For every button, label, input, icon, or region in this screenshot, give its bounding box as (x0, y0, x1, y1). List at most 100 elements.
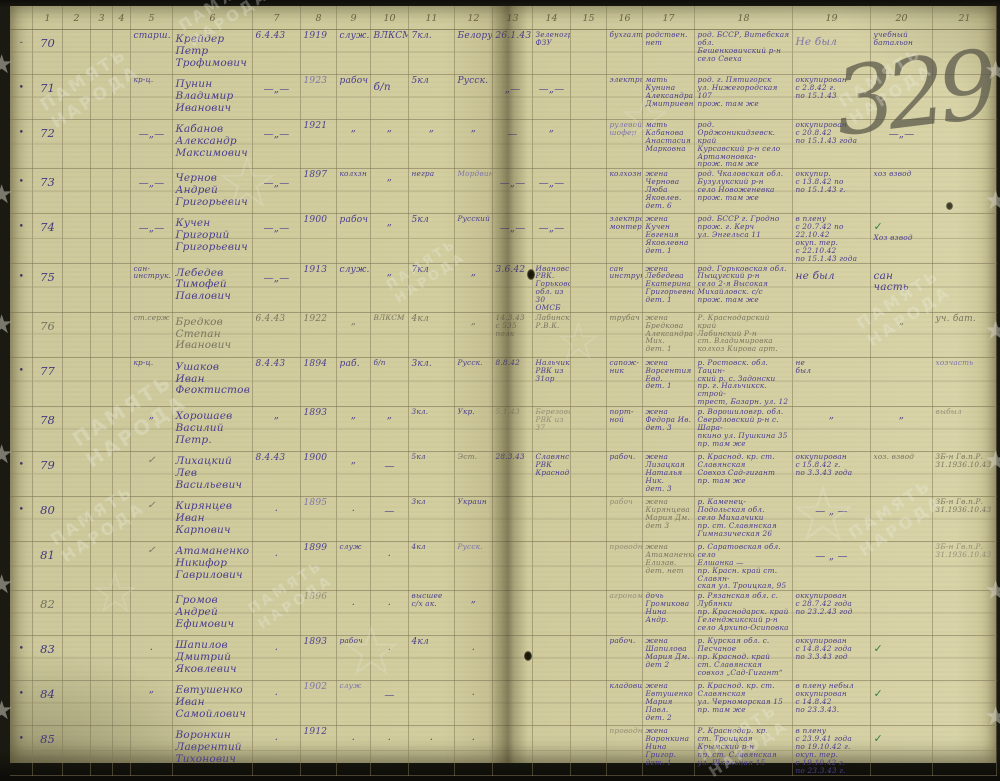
table-cell: Воронкин Лаврентий Тихонович (172, 725, 253, 776)
table-cell: Кабанов Александр Максимович (172, 119, 253, 170)
table-cell: раб. (336, 357, 371, 408)
handwritten-entry: Украин (457, 497, 487, 506)
handwritten-entry: Хорошаев Василий Петр. (175, 410, 233, 446)
table-cell (492, 590, 533, 637)
handwritten-entry: Воронкин Лаврентий Тихонович (175, 729, 242, 765)
table-cell: 28.3.43 (492, 451, 533, 497)
table-cell: 1900 (300, 451, 337, 497)
table-cell: учебный батальон (870, 29, 933, 75)
handwritten-entry: Ивановский РВК. Горьковск. обл. из 30 ОМ… (535, 263, 570, 312)
table-cell: „ (336, 119, 371, 170)
table-cell: Шапилов Дмитрий Яковлевич (172, 635, 253, 682)
table-cell (62, 496, 91, 542)
table-cell: 1899 (300, 541, 337, 592)
table-cell: проводник (606, 541, 643, 592)
table-cell: Лихацкий Лев Васильевич (172, 451, 253, 497)
handwritten-entry: бухгалтер (609, 30, 642, 39)
table-cell: · (336, 496, 371, 542)
table-cell: — (370, 680, 409, 727)
table-cell: Укр. (454, 406, 493, 452)
handwritten-entry: 8.4.43 (255, 358, 286, 369)
handwritten-entry: Березовск. РВК из 37 (535, 407, 570, 432)
table-cell: Лабинский Р.В.К. (532, 312, 571, 358)
table-cell (492, 541, 533, 592)
table-cell: 1912 (300, 725, 337, 776)
table-cell (112, 213, 131, 264)
table-cell: · (252, 725, 301, 776)
table-cell: Кирянцев Иван Карпович (172, 496, 253, 542)
handwritten-entry: Лебедев Тимофей Павлович (175, 266, 232, 302)
table-cell: жена Атаманенко Елизав. дет. нет (642, 541, 695, 592)
handwritten-entry: „ (350, 123, 357, 134)
table-cell (932, 263, 997, 313)
handwritten-entry: „ (548, 123, 555, 134)
column-number: 2 (62, 6, 91, 30)
table-cell: 3кл. (408, 357, 455, 408)
table-row: • 71 кр-ц. Пунин Владимир Иванович —„— 1923 ра… (10, 74, 997, 120)
handwritten-entry: жена Шапилова Мария Дм. дет 2 (645, 636, 690, 669)
handwritten-entry: колхзн (339, 169, 367, 179)
table-cell: 3кл (408, 496, 455, 542)
table-cell: р. Каменец-Подольская обл. село Михалчик… (694, 496, 793, 542)
handwritten-entry: сан часть (873, 269, 909, 294)
table-cell: агроном (606, 590, 643, 637)
table-cell: Бредков Степан Иванович (172, 312, 253, 358)
margin-marker (10, 312, 33, 358)
handwritten-entry: „ (386, 123, 393, 134)
table-cell: высшее с/х ак. (408, 590, 455, 637)
table-cell (62, 74, 91, 120)
table-cell: Пунин Владимир Иванович (172, 74, 253, 120)
table-cell: „ (454, 590, 493, 637)
table-cell (870, 496, 933, 542)
table-cell (112, 119, 131, 170)
table-cell: 84 (32, 680, 63, 727)
table-cell: — (492, 119, 533, 170)
handwritten-entry: р. Ростовск. обл. Тацин- ский р. с. Задо… (697, 357, 789, 407)
table-cell (112, 541, 131, 592)
handwritten-entry: „ (428, 123, 435, 134)
table-cell: Русск. (454, 541, 493, 592)
handwritten-entry: р. Краснод. кр. ст. Славянская ул. Черно… (697, 681, 783, 714)
handwritten-entry: в плену с 20.7.42 по 22.10.42 окуп. тер.… (795, 214, 858, 263)
table-cell: жена Ворсентия Евд. дет. 1 (642, 357, 695, 408)
handwritten-entry: кр-ц. (133, 75, 154, 84)
table-cell: хоз. взвод (870, 451, 933, 497)
table-row: • 85 Воронкин Лаврентий Тихонович · 1912 · · · ·… (10, 725, 997, 776)
handwritten-entry: — (384, 461, 395, 472)
handwritten-entry: родствен. нет (645, 30, 688, 47)
table-row: • 72 —„— Кабанов Александр Максимович —„— 192… (10, 119, 997, 170)
checkmark: ✓ (873, 732, 883, 746)
handwritten-entry: рабоч (339, 76, 369, 86)
table-cell: мать Кунина Александра Дмитриевна (642, 74, 695, 120)
ledger-paper: 1 2 3 4 5 6 7 8 9 10 11 12 13 14 15 16 17 18 19 20 21 -70 ста… (10, 0, 997, 781)
table-cell (932, 725, 997, 776)
table-cell: жена Бредкова Александра Мих. дет. 1 (642, 312, 695, 358)
handwritten-entry: · (351, 506, 356, 517)
table-cell (570, 357, 607, 408)
column-number: 21 (932, 6, 997, 30)
handwritten-entry: жена Атаманенко Елизав. дет. нет (645, 542, 694, 575)
handwritten-entry: агроном (609, 591, 642, 601)
handwritten-entry: 7кл (411, 264, 429, 275)
handwritten-entry: оккупирован с 20.8.42 по 15.1.43 года (795, 120, 858, 145)
handwritten-entry: служ. (339, 31, 370, 41)
table-cell: „ (454, 119, 493, 170)
handwritten-entry: —„— (138, 223, 165, 235)
table-cell: · (454, 635, 493, 682)
table-cell: рабоч (606, 496, 643, 542)
table-cell: 1902 (300, 680, 337, 727)
table-cell (532, 635, 571, 682)
handwritten-entry: род. БССР г. Гродно прож. г. Керч ул. Эн… (697, 214, 780, 239)
table-cell: б/п (370, 357, 409, 408)
handwritten-entry: оккупирован с 2.8.42 г. по 15.1.43 (795, 75, 847, 100)
table-row: • 75 сан- инструк. Лебедев Тимофей Павлович… (10, 263, 997, 313)
column-number: 8 (300, 6, 337, 30)
table-cell: Украин (454, 496, 493, 542)
table-cell: — „ — (792, 496, 871, 542)
handwritten-entry: в плену небыл оккупирован с 14.8.42 по 2… (795, 681, 854, 714)
table-cell: Атаманенко Никифор Гаврилович (172, 541, 253, 592)
table-cell: · (252, 635, 301, 682)
handwritten-entry: старш. (133, 31, 171, 41)
handwritten-entry: хоз. взвод (873, 452, 915, 461)
table-cell (532, 590, 571, 637)
